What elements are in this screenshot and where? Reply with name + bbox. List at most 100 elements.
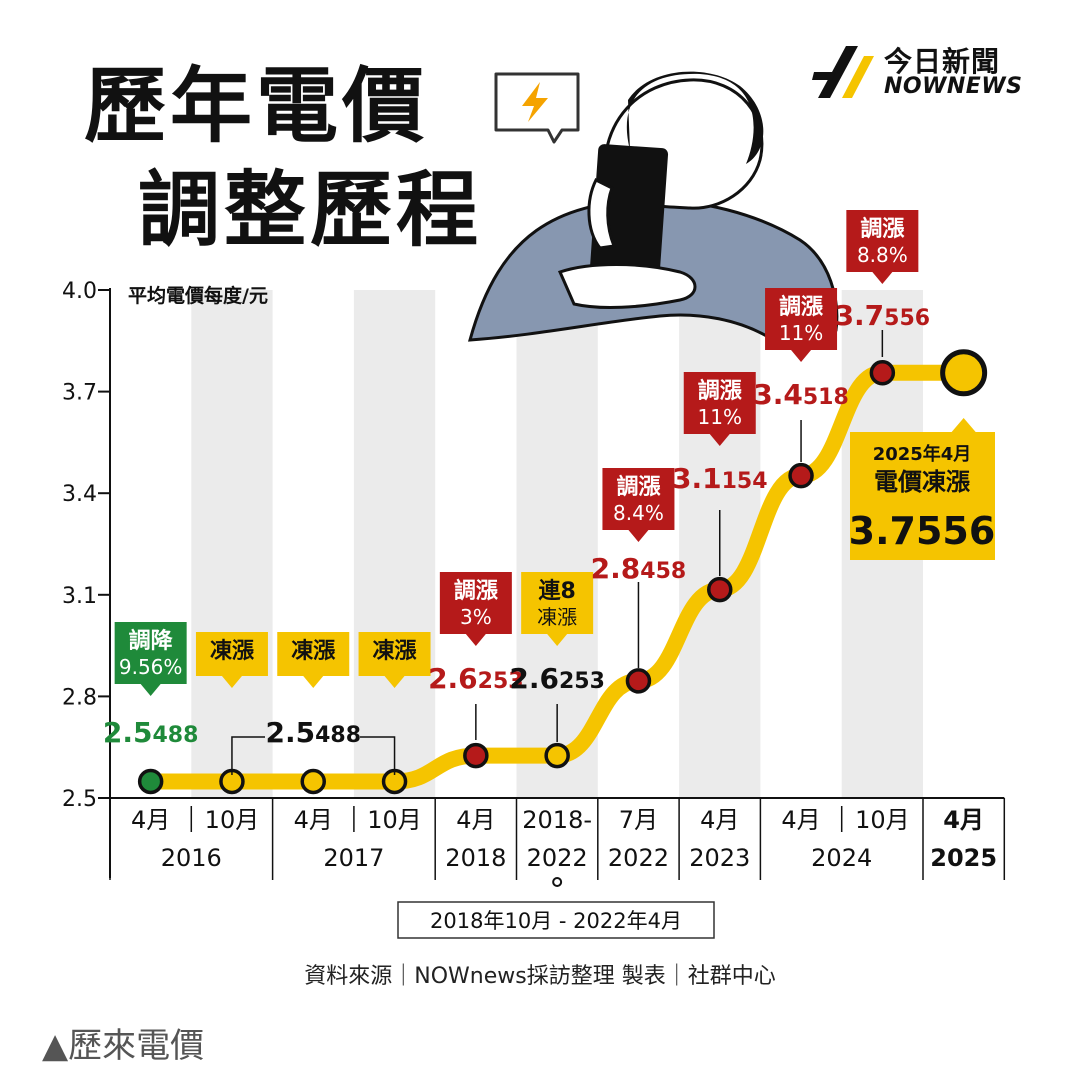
x-tick-label: 4月	[943, 806, 984, 834]
data-point	[625, 668, 652, 694]
x-year-label: 2024	[811, 844, 872, 872]
annotation-box	[521, 572, 594, 634]
y-tick-label: 3.1	[62, 584, 97, 609]
value-label-main: 3.7	[835, 299, 885, 332]
annotation-line-1: 調降	[129, 628, 174, 654]
annotation-line-1: 連8	[538, 579, 575, 604]
range-note-box	[397, 901, 715, 939]
annotation-line-1: 調漲	[860, 216, 905, 242]
column-band	[353, 290, 436, 798]
callout-line-2: 電價凍漲	[874, 468, 971, 496]
value-label-main: 3.4	[753, 378, 803, 411]
annotation-box	[195, 632, 268, 676]
brand-name-en: NOWNEWS	[884, 74, 1023, 99]
annotation-line-2: 3%	[460, 605, 492, 629]
y-axis: 4.0 3.7 3.4 3.1 2.8 2.5	[62, 279, 111, 878]
annotation-line-2: 11%	[779, 321, 823, 345]
value-label-main: 2.8	[591, 552, 641, 585]
value-label: 2.8458	[591, 552, 687, 585]
value-label-main: 2.6	[428, 662, 478, 695]
value-label-small: 518	[803, 385, 849, 410]
annotation-box	[277, 632, 350, 676]
x-year-label: 2016	[161, 844, 222, 872]
caption: ▲歷來電價	[42, 1026, 205, 1066]
value-labels: 2.5488 2.54882.62532.62532.84583.11543.45…	[103, 299, 930, 749]
value-label-small: 488	[315, 723, 361, 748]
x-axis: 4月 10月 4月 10月 4月 2018- 7月 4月 4月 10月 4月 2016 2017 2018…	[109, 797, 1006, 887]
range-note-text: 2018年10月 - 2022年4月	[430, 909, 682, 933]
y-tick-label: 3.4	[62, 482, 97, 507]
value-label: 2.5488	[103, 716, 199, 749]
annotation-box	[846, 210, 919, 272]
value-label-small: 253	[478, 669, 524, 694]
annotation-pointer	[384, 676, 405, 688]
x-year-label: 2017	[323, 844, 384, 872]
annotation-line-2: 9.56%	[119, 655, 183, 679]
bracket-line	[231, 736, 265, 775]
x-tick-label: 4月	[294, 806, 333, 834]
annotation-connectors	[231, 330, 884, 775]
x-tick-label: 4月	[131, 806, 170, 834]
annotation-line-2: 8.8%	[857, 243, 908, 267]
bracket-line	[360, 736, 396, 775]
value-label: 2.5488	[265, 716, 361, 749]
annotation-line-1: 凍漲	[373, 638, 418, 664]
annotation-line-1: 調漲	[779, 294, 824, 320]
value-label-small: 154	[722, 469, 768, 494]
value-label: 3.1154	[672, 462, 768, 495]
lightning-bubble-icon	[494, 72, 580, 144]
column-band	[191, 290, 273, 798]
data-point	[544, 742, 570, 769]
x-tick-label: 10月	[367, 806, 422, 834]
annotation-box	[439, 572, 512, 634]
x-tick-label: 7月	[619, 806, 658, 834]
annotation-pointer	[465, 634, 486, 646]
callout-value: 3.7556	[849, 509, 996, 553]
annotation-pointer	[872, 272, 893, 284]
x-year-label: 2022	[608, 844, 669, 872]
annotation-pointer	[547, 634, 568, 646]
callout-line-1: 2025年4月	[873, 443, 972, 465]
annotation-box	[114, 622, 187, 684]
annotation-line-1: 調漲	[454, 578, 499, 604]
value-label-main: 2.5	[265, 716, 315, 749]
annotations: 調降9.56%凍漲 凍漲 凍漲調漲3%連8凍漲調漲8.4%調漲11%調漲11%調漲8…	[114, 210, 919, 696]
data-points	[137, 349, 988, 795]
value-label: 2.6253	[428, 662, 524, 695]
annotation-pointer	[709, 434, 730, 446]
callout-pointer	[951, 418, 976, 432]
annotation-line-1: 調漲	[698, 378, 743, 404]
data-point	[869, 360, 896, 386]
title-line-2: 調整歷程	[138, 163, 483, 258]
x-tick-label: 10月	[205, 806, 260, 834]
x-year-label: 2023	[689, 844, 750, 872]
value-label-main: 3.1	[672, 462, 722, 495]
y-tick-label: 4.0	[62, 279, 97, 304]
annotation-line-1: 凍漲	[210, 638, 255, 664]
y-tick-label: 3.7	[62, 381, 97, 406]
callout-box-bg	[850, 432, 995, 560]
x-tick-label: 2018-	[522, 806, 592, 834]
annotation-line-2: 凍漲	[537, 605, 577, 629]
y-tick-label: 2.8	[62, 685, 97, 710]
data-point	[788, 462, 814, 489]
source-note: 資料來源｜NOWnews採訪整理 製表｜社群中心	[304, 964, 776, 989]
value-label-main: 2.5	[103, 716, 153, 749]
range-marker	[552, 877, 563, 887]
annotation-line-1: 凍漲	[291, 638, 336, 664]
annotation-pointer	[140, 684, 161, 696]
annotation-pointer	[791, 350, 812, 362]
value-label: 3.7556	[835, 299, 931, 332]
data-point	[463, 742, 489, 769]
data-point	[300, 768, 326, 795]
annotation-line-2: 8.4%	[613, 501, 664, 525]
x-year-label: 2025	[930, 844, 997, 872]
data-point	[940, 349, 988, 397]
range-note: 2018年10月 - 2022年4月	[397, 901, 715, 939]
annotation-box	[602, 468, 675, 530]
y-axis-title: 平均電價每度/元	[128, 284, 268, 307]
annotation-box	[683, 372, 756, 434]
data-point	[707, 576, 733, 603]
